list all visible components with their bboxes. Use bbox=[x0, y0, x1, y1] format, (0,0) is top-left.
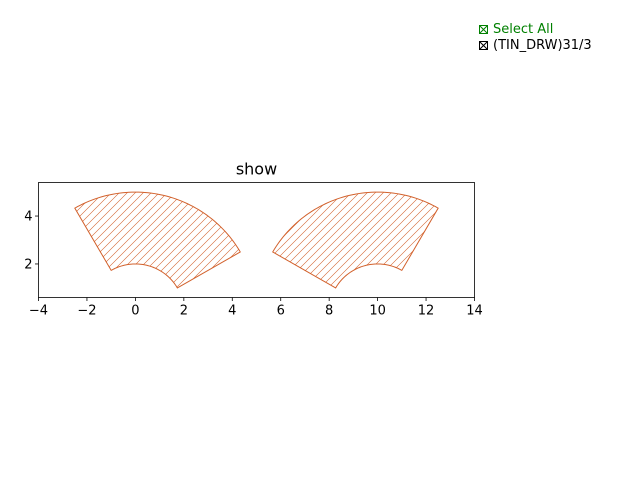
legend-series-label: (TIN_DRW)31/3 bbox=[493, 37, 592, 53]
legend: Select All (TIN_DRW)31/3 bbox=[479, 22, 592, 53]
axes-frame bbox=[38, 182, 475, 298]
x-tick-label: 12 bbox=[418, 304, 435, 319]
annular-sector-2 bbox=[272, 191, 439, 289]
x-tick-label: 4 bbox=[228, 304, 236, 319]
checkbox-checked-icon[interactable] bbox=[479, 25, 488, 35]
x-tick-label: −2 bbox=[77, 304, 96, 319]
x-tick-label: 6 bbox=[277, 304, 285, 319]
x-tick-label: 2 bbox=[180, 304, 188, 319]
legend-series-item[interactable]: (TIN_DRW)31/3 bbox=[479, 38, 592, 54]
chart-title: show bbox=[236, 160, 277, 179]
x-tick-label: −4 bbox=[29, 304, 48, 319]
y-tick-label: 4 bbox=[24, 210, 32, 225]
x-tick-label: 10 bbox=[369, 304, 386, 319]
shapes-layer bbox=[74, 191, 439, 289]
ticks-layer: −4 −2 0 2 4 6 8 10 12 14 2 4 bbox=[24, 210, 483, 319]
legend-select-all[interactable]: Select All bbox=[479, 22, 592, 38]
legend-select-all-label: Select All bbox=[493, 22, 554, 37]
x-tick-label: 8 bbox=[325, 304, 333, 319]
annular-sector-1 bbox=[74, 191, 241, 289]
x-tick-label: 14 bbox=[466, 304, 483, 319]
x-tick-label: 0 bbox=[131, 304, 139, 319]
y-tick-label: 2 bbox=[24, 257, 32, 272]
checkbox-checked-icon[interactable] bbox=[479, 40, 488, 50]
